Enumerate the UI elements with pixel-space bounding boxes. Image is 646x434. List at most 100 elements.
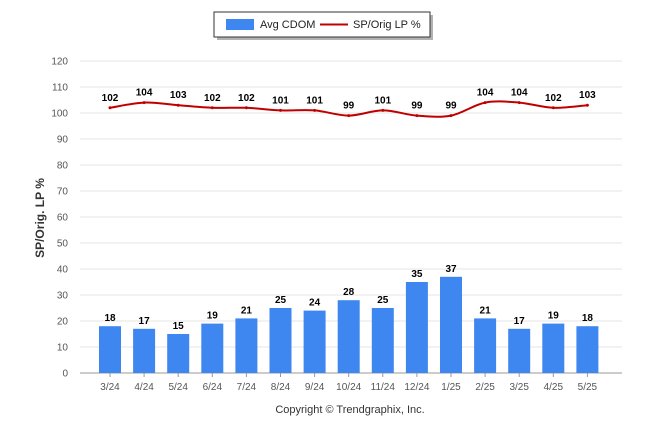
bar-data-label: 25 bbox=[377, 295, 389, 306]
bar bbox=[576, 326, 599, 373]
bar bbox=[405, 282, 428, 373]
y-tick-label: 110 bbox=[52, 83, 68, 94]
x-tick-label: 9/24 bbox=[305, 382, 325, 393]
bar-data-label: 15 bbox=[173, 321, 185, 332]
bar bbox=[440, 276, 462, 373]
bar bbox=[303, 310, 326, 373]
x-tick-label: 3/24 bbox=[100, 382, 120, 393]
line-data-label: 104 bbox=[136, 88, 153, 99]
x-tick-label: 5/25 bbox=[578, 382, 598, 393]
y-axis-title: SP/Orig. LP % bbox=[33, 178, 47, 258]
x-axis-ticks: 3/24 4/24 5/24 6/24 7/24 8/24 9/24 10/24 11/24 12… bbox=[100, 373, 598, 393]
bar bbox=[201, 323, 224, 373]
x-tick-label: 12/24 bbox=[404, 382, 429, 393]
x-tick-label: 5/24 bbox=[168, 382, 188, 393]
line-data-label: 99 bbox=[445, 101, 457, 112]
bar bbox=[167, 334, 190, 373]
y-tick-label: 0 bbox=[62, 369, 68, 380]
line-data-label: 101 bbox=[272, 95, 289, 106]
x-tick-label: 4/25 bbox=[544, 382, 564, 393]
bar-data-label: 21 bbox=[241, 305, 253, 316]
x-tick-label: 6/24 bbox=[203, 382, 223, 393]
bar bbox=[542, 323, 565, 373]
line-point bbox=[244, 106, 248, 110]
copyright-text: Copyright © Trendgraphix, Inc. bbox=[275, 404, 424, 416]
x-tick-label: 10/24 bbox=[336, 382, 361, 393]
legend-swatch-avg-cdom bbox=[226, 19, 254, 30]
line-point bbox=[176, 103, 180, 107]
bar bbox=[337, 300, 360, 373]
legend: Avg CDOM SP/Orig LP % bbox=[213, 11, 433, 40]
line-data-label: 104 bbox=[511, 88, 528, 99]
line-data-label: 101 bbox=[306, 95, 323, 106]
bar-data-label: 18 bbox=[582, 313, 594, 324]
line-point bbox=[551, 106, 555, 110]
bar-series: 18 17 15 19 21 25 24 28 25 35 37 21 17 19 18 bbox=[99, 264, 599, 373]
bar bbox=[235, 318, 258, 373]
bar bbox=[99, 326, 121, 373]
bar bbox=[133, 328, 156, 373]
line-point bbox=[108, 106, 112, 110]
line-point bbox=[381, 108, 385, 112]
y-tick-label: 60 bbox=[57, 213, 69, 224]
y-axis-ticks: 0 10 20 30 40 50 60 70 80 90 100 110 120 bbox=[51, 57, 68, 380]
y-tick-label: 120 bbox=[51, 57, 68, 68]
y-tick-label: 100 bbox=[51, 109, 68, 120]
gridlines bbox=[80, 60, 622, 374]
line-point bbox=[585, 103, 589, 107]
bar-data-label: 17 bbox=[514, 316, 526, 327]
y-tick-label: 50 bbox=[57, 239, 69, 250]
x-tick-label: 4/24 bbox=[134, 382, 154, 393]
legend-label-sp-orig: SP/Orig LP % bbox=[353, 19, 421, 31]
bar-data-label: 19 bbox=[207, 311, 219, 322]
line-data-label: 103 bbox=[170, 90, 187, 101]
line-point bbox=[449, 114, 453, 118]
bar-data-label: 19 bbox=[548, 311, 560, 322]
x-tick-label: 7/24 bbox=[237, 382, 257, 393]
bar-data-label: 17 bbox=[139, 316, 151, 327]
line-point bbox=[517, 101, 521, 105]
line-point bbox=[210, 106, 214, 110]
line-data-label: 99 bbox=[411, 101, 423, 112]
y-tick-label: 10 bbox=[57, 343, 69, 354]
bar bbox=[371, 308, 394, 373]
y-tick-label: 20 bbox=[57, 317, 69, 328]
line-point bbox=[347, 114, 351, 118]
x-tick-label: 3/25 bbox=[509, 382, 529, 393]
bar-data-label: 25 bbox=[275, 295, 287, 306]
bar bbox=[269, 308, 292, 373]
line-data-label: 99 bbox=[343, 101, 355, 112]
line-series: 102 104 103 102 102 101 101 99 101 99 99 104 104 102 1… bbox=[102, 88, 596, 118]
line-point bbox=[279, 108, 282, 112]
line-data-label: 103 bbox=[579, 90, 596, 101]
x-tick-label: 8/24 bbox=[271, 382, 291, 393]
bar-data-label: 37 bbox=[445, 264, 457, 275]
line-point bbox=[313, 108, 317, 112]
bar-data-label: 28 bbox=[343, 287, 355, 298]
legend-label-avg-cdom: Avg CDOM bbox=[260, 19, 315, 31]
x-tick-label: 1/25 bbox=[441, 382, 461, 393]
bar-data-label: 21 bbox=[480, 305, 492, 316]
bar-data-label: 35 bbox=[411, 269, 423, 280]
x-tick-label: 2/25 bbox=[475, 382, 495, 393]
bar-data-label: 24 bbox=[309, 298, 321, 309]
line-point bbox=[415, 114, 419, 118]
line-data-label: 102 bbox=[238, 93, 255, 104]
line-data-label: 101 bbox=[374, 95, 391, 106]
y-tick-label: 40 bbox=[57, 265, 69, 276]
line-point bbox=[142, 101, 146, 105]
line-data-label: 102 bbox=[545, 93, 562, 104]
bar bbox=[474, 318, 497, 373]
x-tick-label: 11/24 bbox=[371, 382, 396, 393]
y-tick-label: 80 bbox=[57, 161, 69, 172]
bar bbox=[508, 328, 531, 373]
line-data-label: 102 bbox=[204, 93, 221, 104]
y-tick-label: 30 bbox=[57, 291, 69, 302]
line-data-label: 102 bbox=[102, 93, 119, 104]
line-data-label: 104 bbox=[477, 88, 494, 99]
y-tick-label: 70 bbox=[57, 187, 69, 198]
bar-data-label: 18 bbox=[104, 313, 116, 324]
y-tick-label: 90 bbox=[57, 135, 69, 146]
line-point bbox=[483, 101, 487, 105]
